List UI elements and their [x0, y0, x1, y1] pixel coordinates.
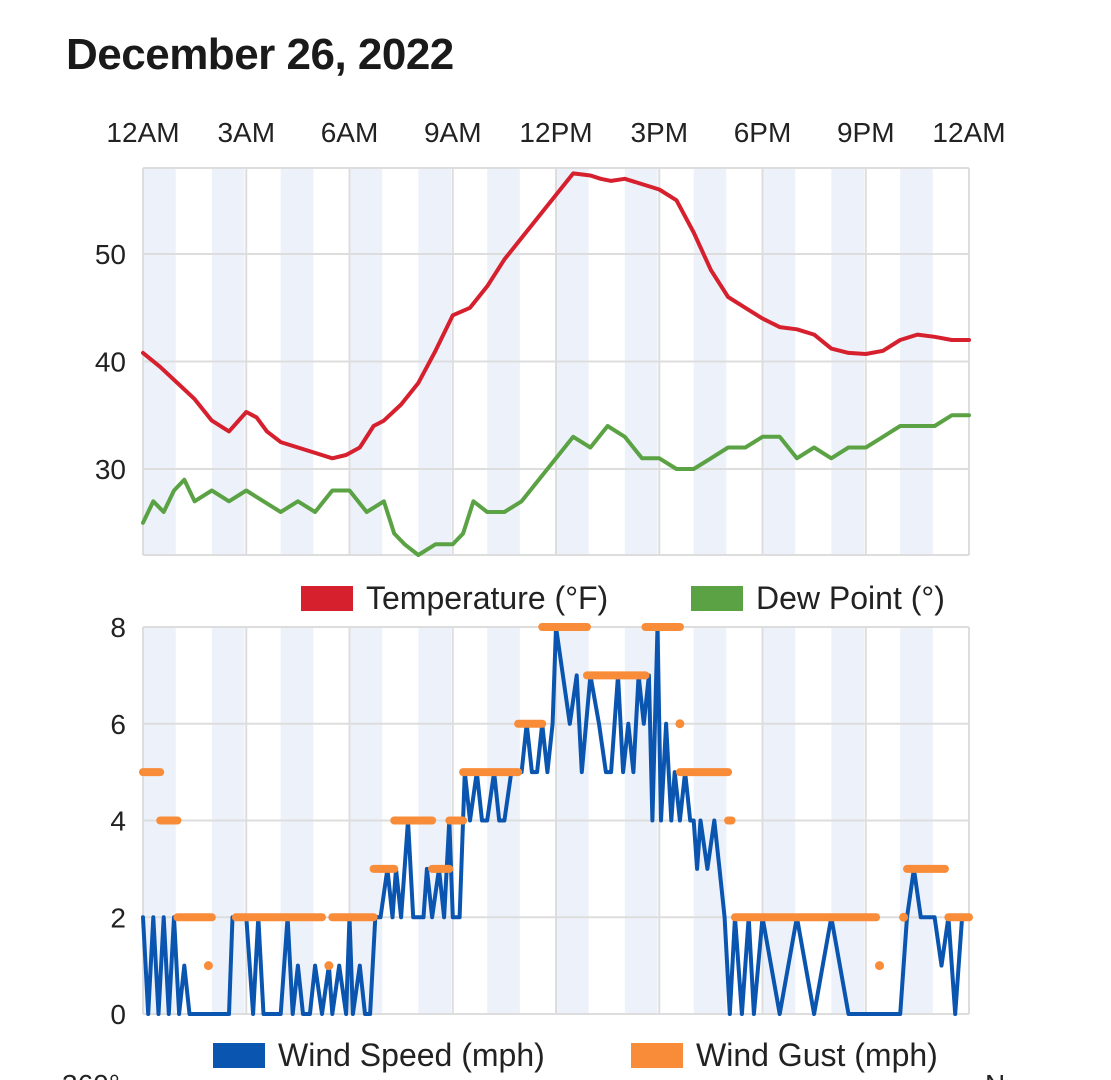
time-tick-label: 3AM — [217, 117, 275, 148]
chart-series — [139, 623, 973, 1016]
legend-label-wind-gust[interactable]: Wind Gust (mph) — [696, 1037, 938, 1073]
time-tick-label: 3PM — [630, 117, 688, 148]
y-tick-label: 30 — [95, 454, 126, 485]
legend-temperature-dewpoint: Temperature (°F) Dew Point (°) — [301, 580, 945, 616]
time-tick-label: 6PM — [734, 117, 792, 148]
y-tick-label: 6 — [110, 709, 126, 740]
time-tick-label: 12AM — [932, 117, 1005, 148]
legend-label-dew-point[interactable]: Dew Point (°) — [756, 580, 945, 616]
time-tick-label: 12PM — [519, 117, 592, 148]
time-tick-label: 6AM — [321, 117, 379, 148]
chart-date-title: December 26, 2022 — [66, 30, 454, 79]
time-tick-label: 12AM — [106, 117, 179, 148]
y-tick-label: 2 — [110, 902, 126, 933]
y-tick-label: 40 — [95, 347, 126, 378]
legend-swatch-wind-gust[interactable] — [631, 1043, 683, 1068]
time-tick-label: 9PM — [837, 117, 895, 148]
y-axis-tick-labels: 0 2 4 6 8 — [110, 612, 126, 1030]
y-tick-label: 50 — [95, 239, 126, 270]
legend-label-wind-speed[interactable]: Wind Speed (mph) — [278, 1037, 545, 1073]
wind-gust-point[interactable] — [675, 719, 685, 729]
temperature-dewpoint-chart: 30 40 50 — [95, 167, 971, 557]
legend-swatch-dew-point[interactable] — [691, 586, 743, 611]
time-axis-labels: 12AM 3AM 6AM 9AM 12PM 3PM 6PM 9PM 12AM — [106, 117, 1005, 148]
wind-gust-point[interactable] — [875, 961, 885, 971]
wind-gust-point[interactable] — [899, 912, 909, 922]
dew-point-line[interactable] — [141, 413, 971, 557]
y-tick-label: 4 — [110, 806, 126, 837]
wind-chart: 0 2 4 6 8 — [110, 612, 973, 1030]
legend-label-temperature[interactable]: Temperature (°F) — [366, 580, 608, 616]
legend-wind: Wind Speed (mph) Wind Gust (mph) — [213, 1037, 938, 1073]
y-tick-label: 8 — [110, 612, 126, 643]
time-tick-label: 9AM — [424, 117, 482, 148]
temperature-line[interactable] — [141, 171, 971, 461]
wind-direction-axis-top-label: 360° — [62, 1069, 120, 1080]
chart-series — [141, 171, 971, 557]
y-axis-tick-labels: 30 40 50 — [95, 239, 126, 485]
legend-swatch-temperature[interactable] — [301, 586, 353, 611]
wind-gust-point[interactable] — [203, 961, 213, 971]
wind-gust-point[interactable] — [324, 961, 334, 971]
wind-direction-north-label: N — [985, 1069, 1005, 1080]
y-tick-label: 0 — [110, 999, 126, 1030]
legend-swatch-wind-speed[interactable] — [213, 1043, 265, 1068]
